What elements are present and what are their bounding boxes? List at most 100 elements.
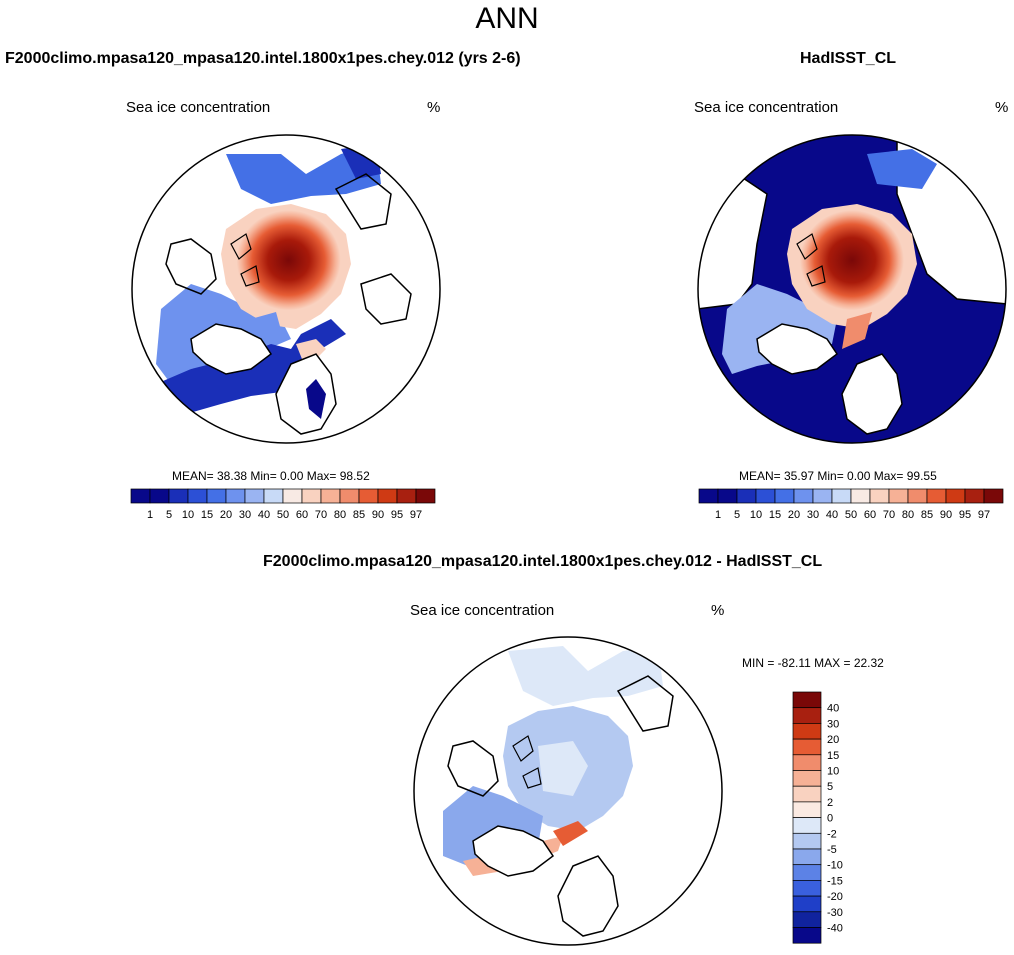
map-boundary	[413, 636, 723, 946]
colorbar2-tick-label: 40	[826, 509, 838, 521]
panel1-stats: MEAN= 38.38 Min= 0.00 Max= 98.52	[172, 469, 370, 483]
panel1-units-label: %	[427, 99, 441, 116]
colorbar1-tick-label: 15	[201, 509, 213, 521]
colorbar3-tick-label: 30	[827, 718, 839, 730]
colorbar2-tick-label: 10	[750, 509, 762, 521]
map-boundary	[131, 134, 441, 444]
figure-title: ANN	[475, 2, 539, 35]
land-greenland	[472, 825, 555, 877]
diff-pacific	[508, 646, 663, 706]
map-difference	[413, 636, 723, 946]
colorbar3-box	[792, 691, 822, 709]
colorbar3-box	[792, 707, 822, 724]
colorbar3-box	[792, 832, 822, 850]
colorbar1-box	[282, 488, 303, 504]
colorbar2-box	[812, 488, 833, 504]
panel3-case-title: F2000climo.mpasa120_mpasa120.intel.1800x…	[263, 553, 823, 570]
ice-central-arctic	[221, 204, 351, 329]
colorbar1-box	[149, 488, 170, 504]
panel1-variable-label: Sea ice concentration	[126, 99, 271, 116]
colorbar1-tick-label: 70	[315, 509, 327, 521]
colorbar1-tick-label: 5	[166, 509, 172, 521]
colorbar3-box	[792, 864, 822, 881]
colorbar1-box	[415, 488, 436, 504]
colorbar1-box	[206, 488, 227, 504]
colorbar1-tick-label: 30	[239, 509, 251, 521]
colorbar2-box	[964, 488, 985, 504]
colorbar3-box	[792, 801, 822, 818]
colorbar2-tick-label: 50	[845, 509, 857, 521]
colorbar2-box	[945, 488, 966, 504]
colorbar1-tick-label: 90	[372, 509, 384, 521]
colorbar3-box	[792, 723, 822, 740]
colorbar1-tick-label: 1	[147, 509, 153, 521]
coast-canada	[165, 238, 217, 295]
colorbar3-tick-label: 15	[827, 750, 839, 762]
colorbar2-box	[869, 488, 890, 504]
colorbar1-tick-label: 95	[391, 509, 403, 521]
colorbar3-tick-label: 0	[827, 813, 833, 825]
colorbar1-tick-label: 60	[296, 509, 308, 521]
colorbar1-box	[225, 488, 246, 504]
panel1-case-title: F2000climo.mpasa120_mpasa120.intel.1800x…	[5, 50, 521, 67]
colorbar1-box	[396, 488, 417, 504]
ice-baltic	[306, 379, 326, 419]
coast-archipelago	[230, 233, 260, 287]
colorbar3-box	[792, 895, 822, 913]
panel2-variable-label: Sea ice concentration	[694, 99, 839, 116]
colorbar3-box	[792, 848, 822, 866]
colorbar3-box	[792, 770, 822, 787]
colorbar3-tick-label: -2	[827, 828, 837, 840]
colorbar2-box	[717, 488, 738, 504]
colorbar2-tick-label: 1	[715, 509, 721, 521]
colorbar1-box	[301, 488, 322, 504]
coast-siberia	[616, 675, 674, 732]
colorbar1-box	[187, 488, 208, 504]
coast-russia	[360, 273, 412, 325]
colorbar1-box	[130, 488, 151, 504]
colorbar3-tick-label: -30	[827, 907, 843, 919]
colorbar1-tick-label: 10	[182, 509, 194, 521]
colorbar1-tick-label: 50	[277, 509, 289, 521]
colorbar1-tick-label: 20	[220, 509, 232, 521]
colorbar2-box	[736, 488, 757, 504]
colorbar-panel1: 1 5 10 15 20 30 40 50 60 70 80 85 90 95 97	[130, 488, 436, 521]
colorbar2-box	[926, 488, 947, 504]
colorbar1-box	[377, 488, 398, 504]
colorbar3-box	[792, 927, 822, 944]
colorbar2-tick-label: 70	[883, 509, 895, 521]
land-scandinavia	[557, 855, 619, 937]
colorbar1-box	[244, 488, 265, 504]
coast-canada	[447, 740, 499, 797]
colorbar2-box	[983, 488, 1004, 504]
colorbar2-box	[831, 488, 852, 504]
colorbar2-tick-label: 20	[788, 509, 800, 521]
map-model-sea-ice	[131, 134, 441, 444]
colorbar1-box	[358, 488, 379, 504]
colorbar3-box	[792, 754, 822, 771]
panel3-stats: MIN = -82.11 MAX = 22.32	[742, 656, 884, 670]
colorbar2-box	[888, 488, 909, 504]
diff-fram-strait	[553, 821, 588, 846]
colorbar2-tick-label: 90	[940, 509, 952, 521]
colorbar3-tick-label: -40	[827, 923, 843, 935]
colorbar3-tick-label: 5	[827, 781, 833, 793]
colorbar2-tick-label: 15	[769, 509, 781, 521]
ice-central-arctic	[787, 204, 917, 329]
colorbar1-box	[263, 488, 284, 504]
diff-central-core	[538, 741, 588, 796]
colorbar3-tick-label: 40	[827, 703, 839, 715]
colorbar2-tick-label: 60	[864, 509, 876, 521]
land-greenland	[190, 323, 273, 375]
colorbar3-box	[792, 785, 822, 803]
colorbar1-tick-label: 97	[410, 509, 422, 521]
colorbar2-tick-label: 5	[734, 509, 740, 521]
map-obs-sea-ice	[697, 134, 1007, 444]
coast-archipelago	[512, 735, 542, 789]
map-boundary	[697, 134, 1007, 444]
colorbar3-tick-label: 20	[827, 734, 839, 746]
colorbar2-box	[907, 488, 928, 504]
colorbar3-tick-label: 2	[827, 797, 833, 809]
colorbar2-tick-label: 80	[902, 509, 914, 521]
